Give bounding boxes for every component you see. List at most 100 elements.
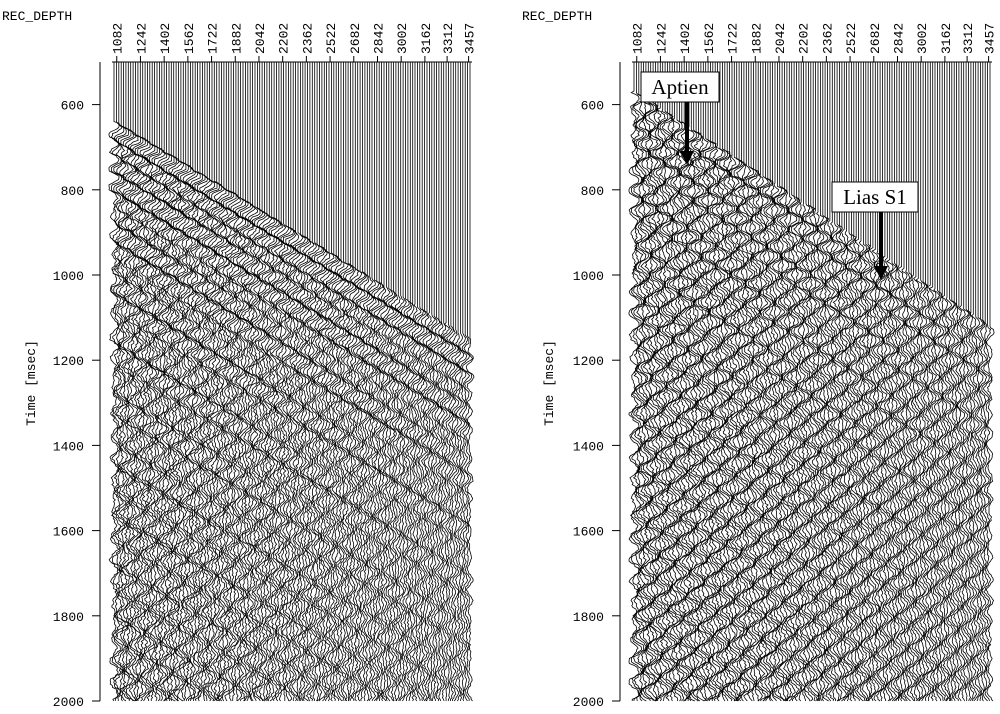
trace [724,62,736,702]
trace [206,62,218,702]
x-tick-label: 3162 [939,23,954,54]
trace [666,62,678,702]
trace [263,62,275,702]
trace [841,62,852,702]
x-tick-label: 1402 [678,23,693,54]
trace [664,62,676,702]
trace [640,62,652,702]
trace [347,62,358,702]
trace [414,62,425,702]
trace [716,62,728,702]
trace [889,62,900,702]
trace [149,62,160,702]
trace [733,62,745,702]
trace [122,62,134,702]
trace [373,62,385,701]
trace [410,62,421,702]
x-tick-label: 2842 [371,23,386,54]
trace [637,62,650,702]
trace [465,62,475,702]
x-tick-label: 1562 [182,23,197,54]
annotation: Aptien [651,75,709,99]
trace [709,62,721,702]
trace [378,62,389,702]
trace [273,62,285,702]
trace [285,62,297,702]
trace [447,62,459,702]
trace [901,62,912,702]
trace [776,62,788,702]
trace [299,62,311,702]
trace [376,62,387,702]
trace [328,62,340,702]
trace [707,62,719,702]
trace [362,62,373,702]
y-tick-label: 600 [61,99,84,114]
trace [731,62,743,702]
trace [340,62,352,702]
trace [654,62,666,702]
traces [628,62,995,702]
trace [412,62,423,702]
trace [843,62,855,702]
trace [896,62,906,702]
traces [108,62,475,702]
x-tick-label: 2842 [891,23,906,54]
trace [836,62,848,702]
trace [113,62,125,702]
trace [905,62,917,702]
trace [839,62,850,702]
trace [182,62,194,702]
trace [199,62,211,702]
x-tick-label: 1242 [654,23,669,54]
trace [304,62,316,702]
trace [855,62,867,702]
trace [702,62,714,702]
trace [187,62,199,702]
trace [728,62,740,702]
trace [146,62,158,702]
x-tick-label: 3312 [441,23,456,54]
trace [462,62,474,702]
trace [161,62,173,702]
trace [458,62,468,702]
trace [251,62,263,702]
trace [433,62,445,702]
trace [887,62,898,702]
trace [802,62,814,702]
trace [125,62,137,702]
y-tick-label: 1200 [53,354,84,369]
trace [925,62,935,702]
trace [875,62,886,702]
trace [225,62,237,702]
trace [814,62,826,702]
trace [721,62,733,702]
trace [108,62,120,702]
trace [697,62,709,702]
trace [700,62,712,702]
trace [968,62,978,702]
trace [354,62,366,702]
trace [933,62,943,702]
trace [705,62,717,702]
trace [426,62,437,702]
x-tick-label: 3162 [419,23,434,54]
trace [743,62,755,702]
trace [218,62,230,702]
trace [311,62,323,702]
x-tick-label: 1882 [749,23,764,54]
trace [712,62,724,702]
trace [270,62,282,702]
trace [683,62,695,702]
trace [771,62,783,702]
trace [822,62,834,702]
trace [862,62,874,702]
trace [661,62,673,702]
trace [268,62,280,702]
trace [368,62,380,702]
trace [213,62,225,702]
x-tick-label: 3457 [983,23,998,54]
trace [934,62,945,702]
trace [306,62,318,702]
trace [216,62,227,702]
